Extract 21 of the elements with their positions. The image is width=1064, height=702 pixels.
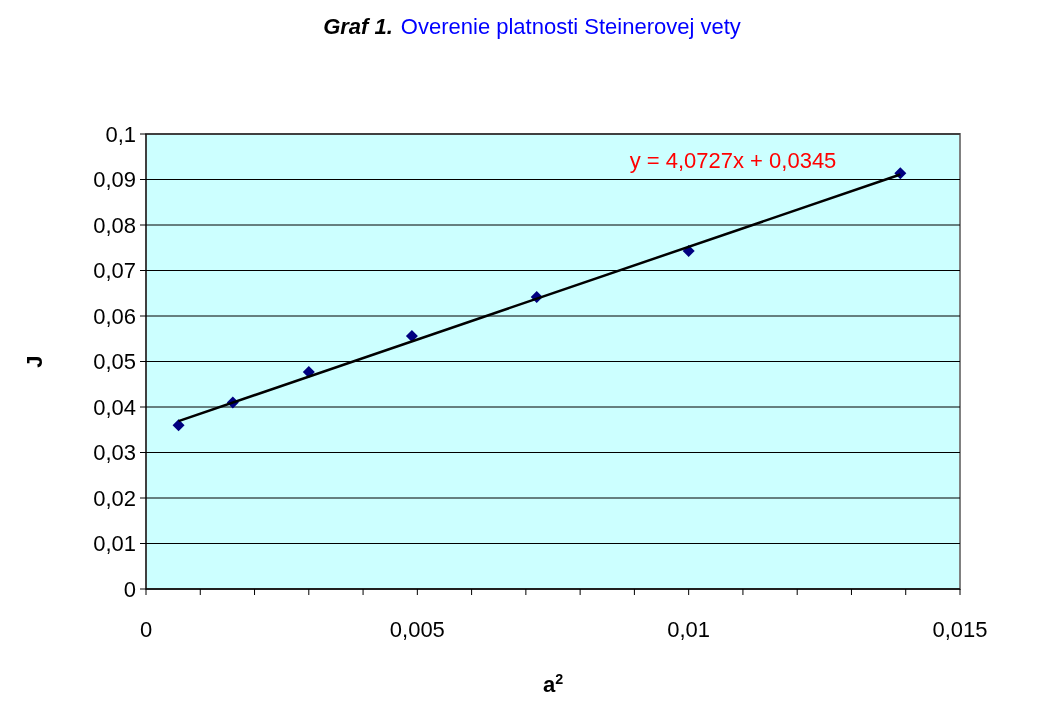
- annotation: y = 4,0727x + 0,0345: [629, 147, 837, 173]
- chart-title: Graf 1.: [323, 14, 393, 39]
- y-tick-label: 0,04: [93, 394, 136, 420]
- y-tick-label: 0,1: [105, 121, 136, 147]
- y-tick-label: 0,07: [93, 258, 136, 284]
- y-tick-label: 0,02: [93, 485, 136, 511]
- x-tick-label: 0,01: [667, 617, 711, 642]
- y-tick-label: 0,08: [93, 212, 136, 238]
- x-axis-title: a$^{2}$: [542, 671, 564, 697]
- y-tick-label: 0,06: [93, 303, 136, 329]
- y-axis-title: J: [22, 355, 47, 368]
- y-tick-label: 0: [123, 576, 136, 602]
- x-tick-label: 0,005: [389, 617, 445, 642]
- point: [172, 419, 185, 432]
- y-tick-label: 0,01: [93, 531, 136, 557]
- y-tick-label: 0,09: [93, 167, 136, 193]
- y-tick-label: 0,05: [93, 349, 136, 375]
- chart-subtitle: Overenie platnosti Steinerovej vety: [400, 14, 741, 39]
- y-tick-label: 0,03: [93, 440, 136, 466]
- x-tick-label: 0,015: [932, 617, 988, 642]
- x-tick-label: 0: [139, 617, 153, 642]
